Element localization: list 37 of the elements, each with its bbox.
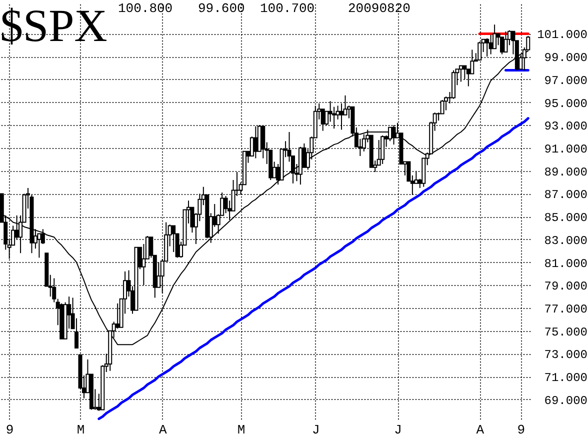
- candlestick: [37, 233, 42, 258]
- y-tick-label: 95.000: [544, 96, 588, 111]
- y-tick-label: 83.000: [544, 234, 588, 248]
- y-tick-label: 85.000: [544, 211, 588, 226]
- candlestick: [504, 30, 508, 52]
- y-tick-label: 93.000: [544, 120, 588, 134]
- line-series: [98, 117, 530, 420]
- x-tick-label: M: [237, 422, 246, 438]
- x-tick-label: 9: [6, 422, 14, 438]
- chart-title: $SPX: [0, 0, 108, 51]
- y-tick-label: 81.000: [544, 256, 588, 271]
- y-tick-label: 73.000: [544, 348, 588, 362]
- annotation: 100.800: [118, 1, 173, 16]
- y-tick-label: 89.000: [544, 165, 588, 180]
- y-tick-label: 99.000: [544, 51, 588, 66]
- annotation: 20090820: [348, 1, 410, 16]
- x-tick-label: A: [158, 422, 167, 438]
- y-tick-label: 101.000: [537, 28, 588, 42]
- y-tick-label: 87.000: [544, 188, 588, 202]
- y-tick-label: 97.000: [544, 74, 588, 88]
- annotation: 99.600: [198, 1, 245, 16]
- y-tick-label: 77.000: [544, 302, 588, 316]
- candlestick: [444, 96, 448, 111]
- y-tick-label: 71.000: [544, 371, 588, 386]
- x-tick-label: J: [394, 422, 402, 438]
- y-tick-label: 91.000: [544, 142, 588, 156]
- x-tick-label: J: [312, 422, 320, 438]
- y-tick-label: 79.000: [544, 280, 588, 294]
- annotation: 100.700: [260, 1, 315, 16]
- candlestick: [458, 65, 463, 82]
- y-tick-label: 75.000: [544, 325, 588, 340]
- x-tick-label: A: [476, 422, 484, 438]
- candlestick: [485, 38, 490, 58]
- y-tick-label: 69.000: [544, 394, 588, 408]
- x-tick-label: 9: [517, 422, 526, 438]
- x-tick-label: M: [76, 422, 85, 438]
- candlestick: [254, 126, 258, 159]
